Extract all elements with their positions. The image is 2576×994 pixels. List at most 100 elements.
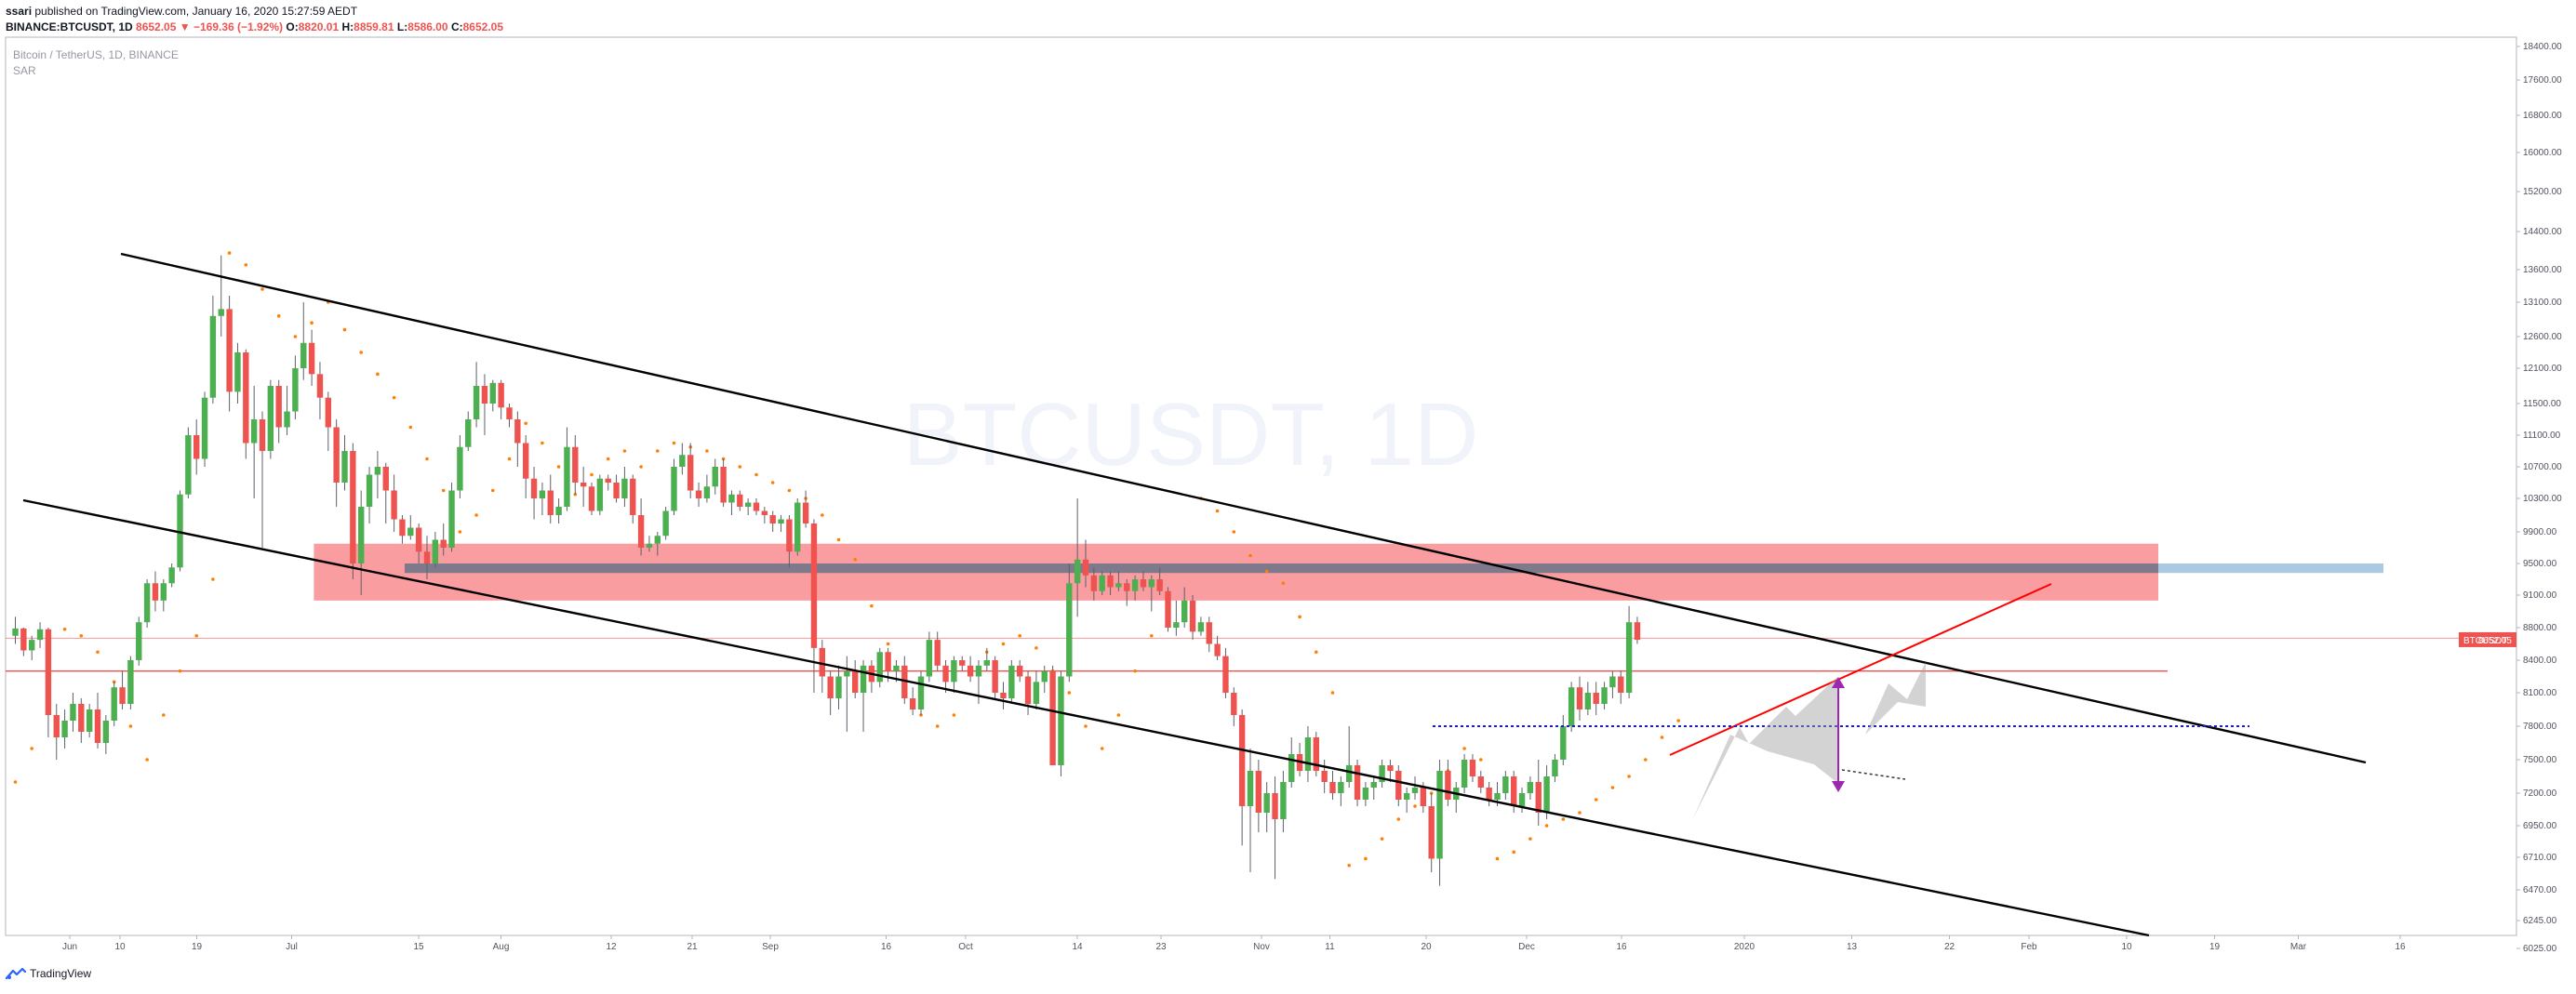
sar-dot [770,481,775,484]
sar-dot [1544,824,1549,828]
candle-body [942,665,949,683]
candle [835,665,842,709]
sar-dot [738,465,742,469]
candle [185,427,192,498]
candle [555,498,562,524]
down-triangle-icon: ▼ [179,20,191,33]
candle-body [909,698,916,709]
candle [1362,782,1369,806]
candle [1395,765,1402,806]
candle-body [78,704,85,732]
sar-dot [1479,758,1483,762]
sar-dot [886,642,890,646]
candle [194,419,200,475]
candle-body [1535,782,1542,813]
sar-dot [1150,633,1154,638]
candle-body [1280,782,1287,819]
candle-body [160,583,167,601]
candle [630,474,636,524]
candle-body [1288,754,1295,782]
price-axis[interactable]: 18400.00 17600.00 16800.00 16000.00 15200.00… [2516,42,2562,967]
candle [226,296,233,412]
candle-body [588,486,595,511]
candle [1329,771,1336,800]
candle-body [1428,806,1435,859]
candle-body [1436,771,1443,859]
y-tick-label: 15200.00 [2523,187,2562,197]
candle-body [407,527,414,537]
candle [1296,743,1303,776]
candle-body [1518,793,1526,806]
candle-body [1214,643,1221,656]
legend-series[interactable]: Bitcoin / TetherUS, 1D, BINANCE [13,48,179,61]
sar-dot [62,627,67,631]
candle-body [399,519,406,537]
candle [1354,760,1361,806]
sar-dot [310,321,314,325]
candle [86,704,93,737]
candle-body [358,507,365,563]
y-tick-label: 13600.00 [2523,265,2562,275]
candle-body [737,494,743,507]
candle [382,462,389,524]
sar-dot [1364,856,1368,861]
candle [1238,709,1246,846]
candle [1033,670,1040,709]
candle [819,640,825,693]
x-tick-label: 19 [2209,942,2221,952]
x-tick-label: 16 [1616,942,1627,952]
x-tick-label: 2020 [1734,942,1755,952]
candle [1173,600,1180,636]
price-chart[interactable]: BTCUSDT, 1D Bitcoin / TetherUS, 1D, BINA… [0,0,2576,967]
candle [662,507,669,540]
brand-name[interactable]: TradingView [30,967,92,980]
y-tick-label: 12100.00 [2523,364,2562,374]
time-axis[interactable]: Jun 10 19 Jul 15 Aug 12 21 Sep 16 Oct 14 23 Nov 11 20 De… [62,935,2406,952]
candle-body [1222,656,1229,693]
candle [1535,760,1542,826]
candle [111,682,117,726]
sar-dot [1084,724,1088,728]
candle [341,435,348,491]
y-tick-label: 18400.00 [2523,42,2562,52]
candle [580,467,587,507]
candle [1263,782,1270,833]
candle [530,467,538,520]
sar-dot [194,633,198,638]
candle-body [61,721,68,737]
high-label: H: [341,20,354,33]
sar-dot [1396,817,1401,821]
candle [909,687,916,715]
sar-dot [1281,581,1286,586]
candle [1214,635,1221,660]
candle-body [605,478,611,483]
sar-dot [1578,811,1582,815]
candle-body [194,435,200,459]
candle-body [778,519,784,524]
sar-dot [178,669,182,673]
author-name[interactable]: ssari [6,5,33,18]
sar-dot [656,449,660,453]
x-tick-label: Mar [2290,942,2307,952]
legend-indicator[interactable]: SAR [13,64,36,77]
horizontal-lines-layer [6,637,2516,672]
sar-dot [260,287,264,291]
candle [753,498,760,515]
candle [539,483,546,515]
sar-dot [1298,615,1301,619]
candle [168,563,175,588]
last-price: 8652.05 [136,20,177,33]
candle [1346,726,1353,788]
candle [366,467,373,524]
candle [1634,616,1641,644]
candle-body [703,486,711,498]
candle-body [1206,622,1212,644]
candle-body [1181,600,1188,623]
candle [316,362,324,419]
candle-body [481,386,488,404]
candle [127,656,134,709]
y-tick-label: 11500.00 [2523,399,2561,409]
candle [1486,782,1492,806]
candle-body [1593,693,1599,704]
sar-dot [1232,530,1236,534]
